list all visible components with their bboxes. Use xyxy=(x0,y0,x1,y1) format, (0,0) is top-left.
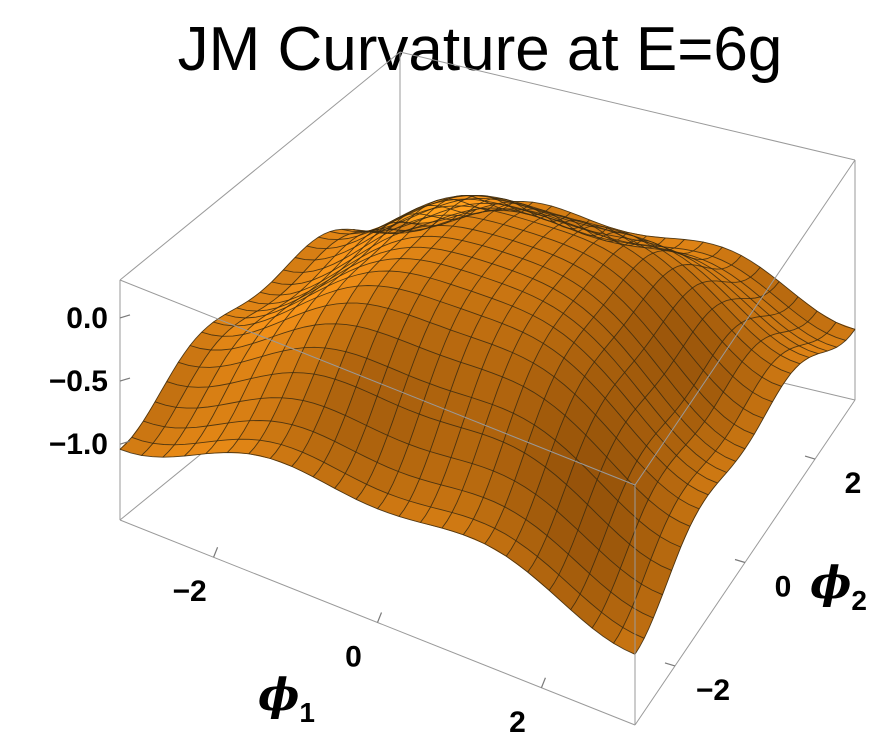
mesh-line-phi2 xyxy=(318,195,791,374)
surface-mesh xyxy=(119,194,856,655)
mesh-line-phi2 xyxy=(119,448,636,655)
phi2-axis-symbol: ϕ xyxy=(810,558,851,609)
mesh-line-phi2 xyxy=(143,420,654,619)
z-tick-label: 0.0 xyxy=(66,302,108,335)
phi2-tick-mark xyxy=(734,558,746,564)
phi2-tick-label: 0 xyxy=(775,571,792,604)
chart-title: JM Curvature at E=6g xyxy=(178,15,783,84)
phi2-axis-subscript: 2 xyxy=(851,585,867,616)
z-tick-mark xyxy=(119,440,131,445)
mesh-line-phi2 xyxy=(294,205,773,403)
mesh-line-phi2 xyxy=(201,302,700,510)
mesh-line-phi2 xyxy=(376,210,837,348)
phi1-tick-mark xyxy=(540,677,546,688)
axis-ticks xyxy=(119,314,816,688)
surface xyxy=(119,195,856,655)
box-edge xyxy=(399,51,856,161)
phi1-tick-label: −2 xyxy=(172,575,206,608)
phi2-tick-label: 2 xyxy=(845,467,862,500)
mesh-line-phi2 xyxy=(364,207,828,352)
phi1-tick-mark xyxy=(213,547,219,558)
mesh-line-phi2 xyxy=(224,270,718,484)
z-tick-mark xyxy=(119,377,131,382)
phi2-axis-tick-labels: −2 0 2 xyxy=(696,467,862,707)
mesh-line-phi2 xyxy=(329,194,801,365)
phi1-axis-subscript: 1 xyxy=(299,697,315,728)
mesh-line-phi2 xyxy=(248,246,736,462)
box-edge xyxy=(634,159,856,486)
z-axis-tick-labels: 0.0 −0.5 −1.0 xyxy=(49,302,108,461)
phi1-axis-label: ϕ1 xyxy=(258,670,315,728)
z-tick-label: −1.0 xyxy=(49,428,108,461)
phi1-tick-mark xyxy=(376,612,383,623)
mesh-line-phi2 xyxy=(388,208,846,341)
phi2-tick-mark xyxy=(664,662,676,667)
z-tick-label: −0.5 xyxy=(49,365,108,398)
box-edge xyxy=(119,279,636,486)
mesh-line-phi2 xyxy=(189,323,691,527)
mesh-line-phi2 xyxy=(213,285,709,496)
mesh-line-phi2 xyxy=(166,372,672,571)
mesh-line-phi2 xyxy=(271,225,755,435)
phi2-tick-mark xyxy=(804,455,816,460)
box-edge xyxy=(119,51,401,281)
phi2-tick-label: −2 xyxy=(696,674,730,707)
mesh-line-phi2 xyxy=(236,258,727,473)
mesh-line-phi2 xyxy=(341,197,810,358)
mesh-line-phi2 xyxy=(178,346,681,548)
phi2-axis-label: ϕ2 xyxy=(810,558,867,616)
mesh-line-phi2 xyxy=(154,397,663,596)
phi1-tick-label: 0 xyxy=(345,641,362,674)
phi1-axis-tick-labels: −2 0 2 xyxy=(172,575,525,739)
mesh-line-phi2 xyxy=(259,235,746,450)
mesh-line-phi2 xyxy=(399,200,856,330)
phi1-axis-symbol: ϕ xyxy=(258,670,299,721)
mesh-line-phi2 xyxy=(283,214,764,419)
phi1-tick-label: 2 xyxy=(509,706,526,739)
z-tick-mark xyxy=(119,314,131,319)
mesh-line-phi2 xyxy=(131,436,645,639)
